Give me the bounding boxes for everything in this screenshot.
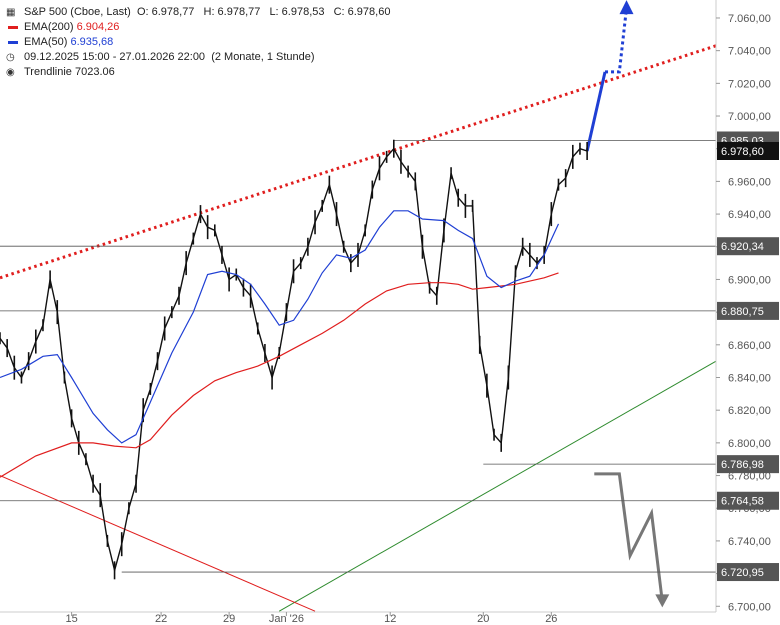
y-tick-label: 6.940,00 <box>728 209 771 221</box>
series-layer <box>0 139 588 580</box>
bull-arrow-solid <box>585 71 607 152</box>
bull-arrow-head <box>619 0 634 15</box>
ema50-value: 6.935,68 <box>70 36 114 48</box>
price-level-tag <box>717 301 779 320</box>
y-tick-label: 6.740,00 <box>728 536 771 548</box>
legend-ema50-row: EMA(50) 6.935,68 <box>6 35 396 50</box>
bear-arrow-head <box>655 594 670 608</box>
legend-ohlc-row: ▦ S&P 500 (Cboe, Last) O: 6.978,77 H: 6.… <box>6 5 396 20</box>
annotation-layer <box>0 0 717 612</box>
price-level-label: 6.920,34 <box>721 241 764 253</box>
price-level-tag <box>717 237 779 256</box>
low-value: L: 6.978,53 <box>269 6 325 18</box>
price-level-label: 6.720,95 <box>721 567 764 579</box>
high-value: H: 6.978,77 <box>203 6 261 18</box>
trendline-value: 7023.06 <box>74 66 115 78</box>
price-level-label: 6.764,58 <box>721 496 764 508</box>
down-trend-line <box>0 475 316 612</box>
x-tick-label: 29 <box>223 613 235 625</box>
legend-ema200-row: EMA(200) 6.904,26 <box>6 20 396 35</box>
lower-trend-support <box>278 360 717 612</box>
bear-arrow-line <box>594 472 664 602</box>
clock-icon: ◷ <box>6 52 15 63</box>
y-tick-label: 6.820,00 <box>728 405 771 417</box>
price-level-tag <box>717 491 779 510</box>
legend-trendline-row: ◉ Trendlinie 7023.06 <box>6 65 396 80</box>
close-value: C: 6.978,60 <box>333 6 391 18</box>
y-tick-label: 6.900,00 <box>728 274 771 286</box>
x-tick-label: 20 <box>477 613 489 625</box>
candlestick-icon: ▦ <box>6 7 16 18</box>
ema50-label: EMA(50) <box>24 36 68 48</box>
current-price-tag <box>717 141 779 160</box>
instrument-name: S&P 500 (Cboe, Last) <box>24 6 131 18</box>
ema200-label: EMA(200) <box>24 21 74 33</box>
period-note: (2 Monate, 1 Stunde) <box>211 51 315 63</box>
x-tick-label: 26 <box>545 613 557 625</box>
y-tick-label: 6.860,00 <box>728 340 771 352</box>
price-level-tag <box>717 455 779 474</box>
x-tick-label: 22 <box>155 613 167 625</box>
ema50-line <box>0 210 560 444</box>
price-labels: 6.985,036.920,346.880,756.786,986.764,58… <box>717 131 779 582</box>
x-tick-label: 15 <box>65 613 77 625</box>
price-level-tag <box>717 563 779 582</box>
y-tick-label: 6.700,00 <box>728 601 771 613</box>
period-range: 09.12.2025 15:00 - 27.01.2026 22:00 <box>24 51 206 63</box>
trendline-label: Trendlinie <box>24 66 72 78</box>
open-value: O: 6.978,77 <box>136 6 195 18</box>
y-tick-label: 6.780,00 <box>728 471 771 483</box>
bull-arrow-dotted <box>605 8 628 74</box>
current-price-label: 6.978,60 <box>721 146 764 158</box>
price-level-label: 6.880,75 <box>721 306 764 318</box>
x-tick-label: 12 <box>384 613 396 625</box>
target-icon: ◉ <box>6 67 15 78</box>
ema200-swatch <box>8 26 18 29</box>
chart-legend: ▦ S&P 500 (Cboe, Last) O: 6.978,77 H: 6.… <box>6 5 396 80</box>
y-tick-label: 6.800,00 <box>728 438 771 450</box>
x-tick-label: Jan '26 <box>269 613 304 625</box>
y-tick-label: 7.040,00 <box>728 46 771 58</box>
ema50-swatch <box>8 41 18 44</box>
y-tick-label: 7.000,00 <box>728 111 771 123</box>
y-tick-label: 6.840,00 <box>728 372 771 384</box>
y-tick-label: 6.960,00 <box>728 176 771 188</box>
ema200-value: 6.904,26 <box>76 21 120 33</box>
y-tick-label: 7.060,00 <box>728 13 771 25</box>
ohlc-values: O: 6.978,77 H: 6.978,77 L: 6.978,53 C: 6… <box>137 5 397 20</box>
price-lines-layer <box>0 140 716 573</box>
price-level-label: 6.786,98 <box>721 459 764 471</box>
y-tick-label: 7.020,00 <box>728 78 771 90</box>
ema200-line <box>0 272 559 478</box>
price-series-line <box>0 147 588 574</box>
x-axis: 15 22 29 Jan '26 12 20 26 <box>0 611 716 625</box>
legend-period-row: ◷ 09.12.2025 15:00 - 27.01.2026 22:00 (2… <box>6 50 396 65</box>
